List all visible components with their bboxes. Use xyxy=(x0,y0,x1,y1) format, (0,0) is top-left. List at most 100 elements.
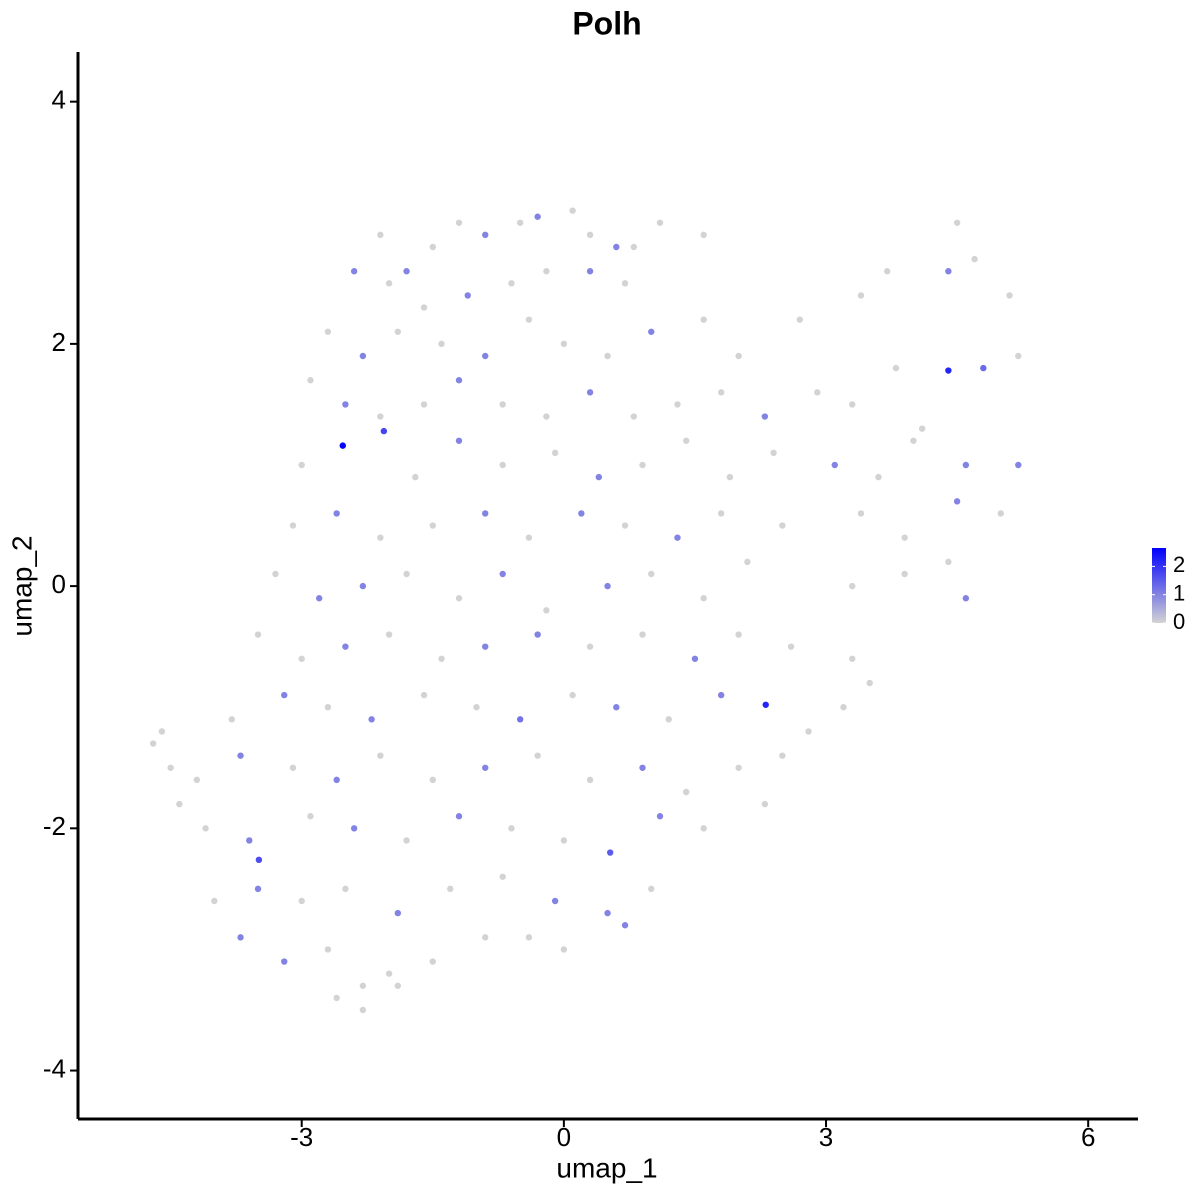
point xyxy=(525,316,533,323)
point xyxy=(700,231,707,239)
y-tick-label: 0 xyxy=(52,569,66,599)
point xyxy=(586,776,594,784)
point xyxy=(237,752,244,759)
point xyxy=(508,280,515,287)
point xyxy=(578,510,585,517)
point xyxy=(953,498,961,505)
point xyxy=(875,473,882,481)
point xyxy=(516,716,524,723)
point xyxy=(272,570,279,578)
point xyxy=(158,728,166,735)
point xyxy=(307,377,314,384)
point xyxy=(237,934,244,941)
point xyxy=(613,704,620,711)
point xyxy=(630,413,637,420)
point xyxy=(211,897,218,905)
point xyxy=(438,655,445,662)
point xyxy=(762,701,769,708)
point xyxy=(683,788,690,796)
point xyxy=(412,473,419,481)
point xyxy=(945,367,952,374)
point xyxy=(342,643,349,650)
point xyxy=(202,825,209,832)
point xyxy=(333,776,340,784)
point xyxy=(910,437,917,444)
point xyxy=(377,413,384,420)
point xyxy=(639,764,646,771)
point xyxy=(648,570,655,578)
point xyxy=(674,401,681,408)
point xyxy=(560,837,568,844)
point xyxy=(560,340,568,348)
point xyxy=(857,510,865,517)
point xyxy=(403,268,410,275)
point xyxy=(849,401,856,408)
point xyxy=(429,958,436,965)
point xyxy=(700,316,707,323)
point xyxy=(307,813,314,820)
point xyxy=(717,510,725,517)
colorbar-label: 0 xyxy=(1173,609,1185,634)
point xyxy=(866,679,873,687)
point xyxy=(691,655,699,662)
point xyxy=(674,534,681,541)
point xyxy=(787,643,795,650)
point xyxy=(455,595,463,602)
point xyxy=(656,219,664,226)
point xyxy=(586,268,594,275)
point xyxy=(255,856,263,864)
point xyxy=(385,631,393,638)
point xyxy=(499,461,506,469)
point xyxy=(482,352,489,360)
point xyxy=(315,595,323,602)
point xyxy=(176,800,183,808)
point xyxy=(403,837,410,844)
point xyxy=(246,837,253,844)
point xyxy=(683,437,690,444)
point xyxy=(359,582,367,590)
y-tick-label: 4 xyxy=(52,85,66,115)
point xyxy=(586,389,594,396)
point xyxy=(962,461,970,469)
point xyxy=(455,813,463,820)
point xyxy=(394,982,402,989)
point xyxy=(534,752,541,759)
colorbar-label: 1 xyxy=(1173,581,1185,606)
point xyxy=(482,231,489,239)
point xyxy=(342,401,349,408)
point xyxy=(604,352,611,360)
point xyxy=(639,461,646,469)
point xyxy=(464,292,471,299)
point xyxy=(700,595,707,602)
point xyxy=(700,825,707,832)
point xyxy=(717,691,725,699)
point xyxy=(717,389,725,396)
point xyxy=(473,704,480,711)
colorbar xyxy=(1152,548,1166,623)
point xyxy=(403,570,410,578)
point xyxy=(1015,352,1022,360)
point xyxy=(761,413,769,420)
point xyxy=(840,704,847,711)
point xyxy=(499,873,506,880)
point xyxy=(569,691,576,699)
point xyxy=(770,449,777,457)
point xyxy=(665,716,672,723)
point xyxy=(604,582,611,590)
x-tick-label: 0 xyxy=(557,1122,571,1152)
point xyxy=(516,219,524,226)
point xyxy=(499,401,506,408)
x-tick-label: 6 xyxy=(1081,1122,1095,1152)
point xyxy=(377,752,384,759)
point xyxy=(613,243,620,251)
point xyxy=(359,982,367,989)
point xyxy=(962,595,970,602)
point xyxy=(420,304,428,311)
point xyxy=(420,691,428,699)
y-tick-label: 2 xyxy=(52,327,66,357)
x-tick-label: -3 xyxy=(290,1122,313,1152)
point xyxy=(482,643,489,650)
point xyxy=(551,449,559,457)
point xyxy=(779,522,786,529)
